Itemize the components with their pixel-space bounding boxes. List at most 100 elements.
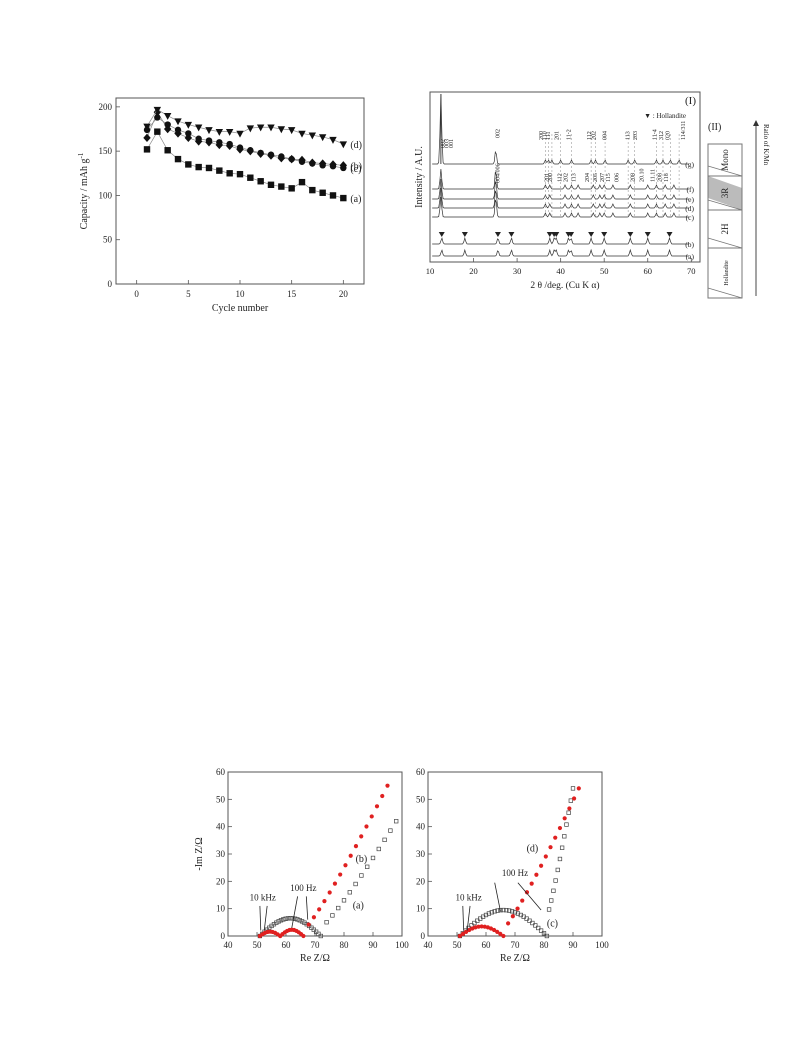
data-point-circle [257, 149, 264, 157]
curve-label: (c) [547, 918, 558, 929]
impedance-point-open [564, 822, 569, 827]
arrow-head [753, 120, 759, 126]
plot-frame [427, 771, 603, 937]
x-tick-label: 60 [282, 940, 292, 950]
impedance-point-open [318, 933, 323, 939]
data-point-triangle [215, 128, 224, 136]
freq-label: 10 kHz [250, 892, 276, 902]
impedance-point-filled [369, 814, 374, 819]
data-point-triangle [267, 124, 275, 132]
impedance-point-filled [359, 834, 364, 839]
impedance-point-open [347, 890, 352, 895]
impedance-point-filled [332, 881, 338, 886]
series-line [146, 109, 344, 145]
data-point-circle [185, 130, 192, 137]
peak-annotation: 11.11 [650, 169, 656, 182]
impedance-point-filled [548, 845, 553, 850]
x-tick-label: 50 [600, 266, 609, 276]
x-tick-label: 40 [556, 266, 565, 276]
impedance-point-open [507, 908, 512, 913]
peak-annotation: 112 [558, 173, 564, 182]
peak-annotation: 004 [602, 131, 608, 140]
data-point-square [164, 147, 171, 154]
phase-label: Mono [720, 149, 730, 171]
y-tick-label: 200 [99, 102, 113, 112]
peak-annotation: 002 [440, 139, 446, 148]
phase-box [707, 247, 743, 299]
impedance-point-filled [576, 786, 581, 791]
peak-annotation: 113 [571, 173, 577, 182]
impedance-point-open [495, 908, 500, 913]
nyquist-right-panel: 40 50 60 70 80 90 100 0 10 20 30 40 50 60 Re Z/Ω (d) (c)… [414, 762, 614, 990]
curve-label: (a) [353, 901, 364, 912]
peak-annotation: 204 [585, 173, 591, 182]
hollandite-marker [627, 232, 634, 237]
data-point-circle [319, 162, 326, 169]
xrd-trace [432, 168, 690, 190]
data-point-square [340, 194, 347, 202]
x-tick-label: 40 [424, 940, 434, 950]
trace-label: (b) [685, 240, 694, 249]
peak-annotation: 202 [591, 131, 597, 140]
curve-label: (b) [356, 854, 368, 865]
x-tick-label: 40 [224, 940, 234, 950]
impedance-point-open [359, 873, 364, 878]
y-tick-label: 20 [416, 876, 426, 886]
x-tick-label: 70 [511, 940, 521, 950]
data-point-triangle [163, 113, 172, 120]
data-point-square [143, 146, 151, 153]
y-axis-label: Intensity / A.U. [414, 146, 425, 208]
x-tick-label: 100 [395, 940, 409, 950]
y-tick-label: 30 [216, 849, 226, 859]
impedance-point-filled [301, 933, 306, 939]
peak-annotation: 113 [625, 131, 631, 140]
impedance-point-open [336, 905, 341, 911]
data-point-triangle [205, 127, 213, 135]
impedance-point-open [544, 933, 550, 939]
peak-annotation: 312 [659, 131, 665, 140]
freq-arrow [466, 905, 471, 931]
peak-annotation: 205 [593, 173, 599, 182]
impedance-point-filled [553, 835, 558, 840]
x-tick-label: 80 [340, 940, 350, 950]
impedance-point-open [538, 928, 544, 933]
hollandite-marker [666, 232, 673, 237]
impedance-point-open [546, 907, 552, 912]
data-point-triangle [287, 127, 296, 135]
hollandite-marker [494, 232, 501, 237]
trace-label: (a) [686, 252, 695, 261]
data-point-circle [195, 135, 202, 142]
impedance-point-filled [562, 816, 567, 821]
impedance-point-open [285, 916, 291, 921]
impedance-point-open [512, 910, 518, 915]
data-point-square [154, 128, 161, 135]
y-tick-label: 60 [416, 767, 426, 777]
impedance-point-open [394, 819, 399, 824]
plot-frame [429, 91, 701, 263]
legend-text: ▼ : Hollandite [644, 112, 686, 120]
peak-annotation: 020 [666, 131, 672, 140]
x-tick-label: 100 [595, 940, 609, 950]
data-point-triangle [308, 132, 317, 140]
x-tick-label: 50 [253, 940, 263, 950]
impedance-point-open [330, 913, 335, 918]
y-tick-label: 0 [108, 279, 113, 289]
xrd-trace [432, 248, 690, 257]
data-point-square [174, 155, 182, 163]
impedance-point-open [549, 898, 554, 903]
peak-annotation: 201 [554, 131, 560, 140]
xrd-chart-panel: 10 20 30 40 50 60 70 2 θ /deg. (Cu K α) Intensit… [414, 88, 714, 310]
impedance-point-open [557, 856, 563, 862]
plot-frame [115, 97, 365, 285]
hollandite-marker [601, 232, 608, 237]
impedance-point-filled [385, 783, 390, 788]
impedance-point-open [274, 920, 279, 925]
data-point-circle [226, 140, 233, 148]
x-tick-label: 30 [513, 266, 522, 276]
x-axis-label: Re Z/Ω [300, 953, 330, 964]
impedance-point-open [498, 908, 503, 913]
impedance-point-open [568, 798, 573, 803]
hollandite-marker [588, 232, 595, 237]
peak-annotation: 11-4 [652, 129, 658, 140]
capacity-chart-panel: 0 5 10 15 20 0 50 100 150 200 Cycle number Capacity… [77, 92, 370, 324]
